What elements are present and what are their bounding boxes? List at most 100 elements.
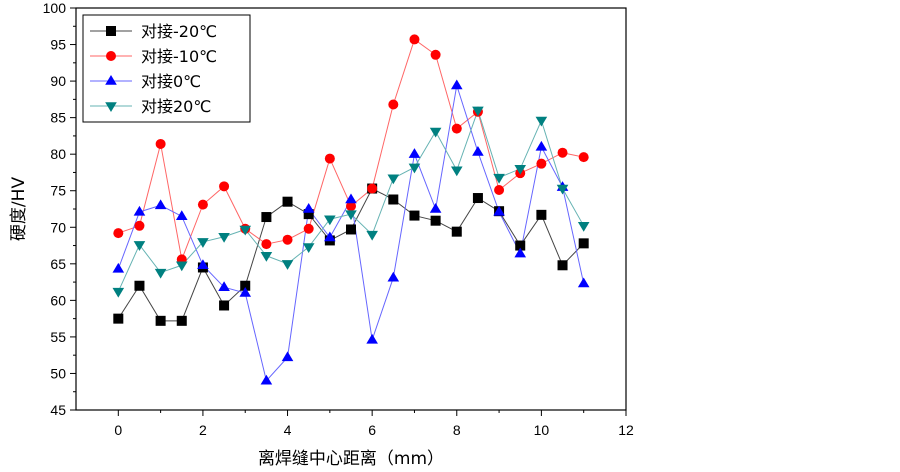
series-markers bbox=[112, 34, 590, 385]
data-point bbox=[282, 196, 293, 207]
legend-marker bbox=[106, 51, 116, 61]
y-tick-label: 45 bbox=[50, 402, 66, 418]
legend-label: 对接20℃ bbox=[141, 97, 211, 116]
y-tick-label: 90 bbox=[50, 73, 66, 89]
legend-label: 对接-10℃ bbox=[141, 47, 217, 66]
legend-marker bbox=[105, 75, 117, 85]
data-point bbox=[282, 234, 293, 245]
data-point bbox=[577, 277, 590, 288]
data-point bbox=[577, 222, 590, 232]
data-point bbox=[388, 194, 399, 205]
data-point bbox=[197, 238, 209, 248]
y-tick-label: 100 bbox=[43, 0, 67, 16]
data-point bbox=[450, 166, 463, 177]
data-point bbox=[261, 239, 272, 250]
data-point bbox=[154, 199, 167, 210]
data-point bbox=[113, 228, 124, 239]
data-point bbox=[112, 262, 125, 273]
y-axis-ticks: 45 50 55 60 65 70 75 80 85 90 95 100 bbox=[43, 0, 76, 418]
data-point bbox=[493, 205, 505, 216]
data-point bbox=[346, 224, 356, 235]
data-point bbox=[302, 243, 315, 254]
data-point bbox=[113, 313, 124, 324]
data-point bbox=[219, 300, 230, 311]
y-tick-label: 75 bbox=[50, 183, 66, 199]
data-point bbox=[324, 153, 335, 164]
data-point bbox=[556, 184, 569, 195]
data-point bbox=[133, 205, 146, 216]
x-tick-label: 12 bbox=[618, 422, 634, 438]
data-point bbox=[346, 201, 356, 212]
data-point bbox=[176, 315, 187, 326]
data-point bbox=[345, 210, 357, 221]
data-point bbox=[409, 34, 420, 45]
x-tick-label: 6 bbox=[368, 422, 376, 438]
data-point bbox=[536, 158, 547, 169]
data-point bbox=[324, 231, 336, 242]
data-point bbox=[494, 184, 505, 195]
x-tick-label: 4 bbox=[284, 422, 292, 438]
data-point bbox=[302, 203, 315, 213]
legend-marker bbox=[105, 102, 117, 112]
data-point bbox=[366, 230, 378, 241]
data-point bbox=[134, 220, 145, 231]
legend-label: 对接-20℃ bbox=[141, 22, 217, 41]
data-point bbox=[388, 99, 399, 110]
data-point bbox=[219, 181, 230, 192]
data-point bbox=[472, 106, 484, 117]
data-point bbox=[281, 260, 294, 270]
y-tick-label: 95 bbox=[50, 37, 66, 53]
data-point bbox=[451, 123, 462, 134]
data-point bbox=[536, 209, 547, 220]
y-tick-label: 55 bbox=[50, 329, 66, 345]
data-point bbox=[493, 173, 505, 184]
data-point bbox=[408, 148, 421, 158]
x-tick-label: 8 bbox=[453, 422, 461, 438]
data-point bbox=[303, 209, 314, 220]
data-point bbox=[430, 215, 441, 226]
data-point bbox=[218, 233, 230, 243]
legend-label: 对接0℃ bbox=[141, 72, 201, 91]
y-tick-label: 70 bbox=[50, 219, 66, 235]
data-point bbox=[366, 333, 378, 344]
data-point bbox=[515, 240, 526, 251]
data-point bbox=[557, 260, 568, 271]
data-point bbox=[514, 165, 527, 175]
legend-marker bbox=[106, 26, 116, 36]
data-point bbox=[430, 49, 441, 60]
data-point bbox=[261, 212, 272, 223]
data-point bbox=[154, 268, 167, 279]
data-point bbox=[578, 238, 589, 249]
data-point bbox=[472, 193, 483, 204]
data-point bbox=[367, 183, 378, 194]
data-point bbox=[557, 147, 568, 158]
data-point bbox=[112, 287, 125, 298]
y-tick-label: 60 bbox=[50, 292, 66, 308]
data-point bbox=[387, 271, 400, 282]
x-tick-label: 2 bbox=[199, 422, 207, 438]
data-point bbox=[239, 287, 252, 297]
data-point bbox=[175, 210, 188, 221]
x-axis-title: 离焊缝中心距离（mm） bbox=[258, 449, 444, 469]
data-point bbox=[535, 116, 548, 127]
data-point bbox=[429, 127, 442, 138]
x-tick-label: 0 bbox=[114, 422, 122, 438]
y-tick-label: 65 bbox=[50, 256, 66, 272]
data-point bbox=[514, 247, 527, 258]
data-point bbox=[451, 226, 462, 237]
x-axis-ticks: 0 2 4 6 8 10 12 bbox=[114, 410, 634, 438]
data-point bbox=[197, 199, 208, 210]
data-point bbox=[260, 252, 273, 262]
data-point bbox=[409, 210, 420, 221]
y-tick-label: 50 bbox=[50, 365, 66, 381]
data-point bbox=[345, 193, 357, 204]
data-point bbox=[155, 315, 166, 326]
data-point bbox=[303, 223, 314, 234]
data-point bbox=[578, 152, 589, 163]
data-point bbox=[260, 374, 273, 385]
data-point bbox=[429, 203, 442, 213]
data-point bbox=[197, 259, 209, 270]
data-point bbox=[218, 281, 230, 291]
data-point bbox=[155, 138, 166, 149]
